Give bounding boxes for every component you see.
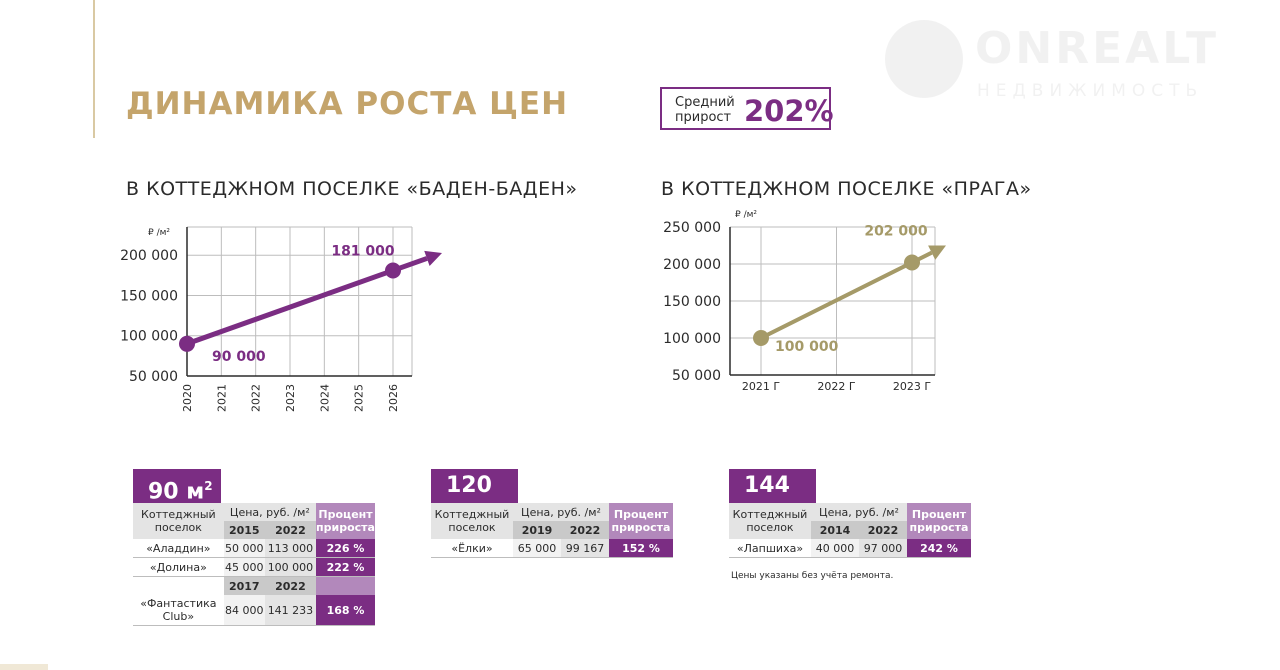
y-tick-label: 50 000 (129, 369, 178, 385)
x-tick-label: 2024 (318, 384, 331, 412)
data-point (753, 330, 769, 346)
y-tick-label: 100 000 (663, 331, 721, 347)
year-header: 2014 (811, 521, 859, 539)
area-tab: 120 м2 (431, 469, 518, 538)
row-name: «Аладдин» (133, 539, 224, 558)
table-row: «Долина» 45 000 100 000 222 % (133, 557, 375, 577)
price-note: Цены указаны без учёта ремонта. (731, 571, 894, 581)
watermark-logo: ONREALT НЕДВИЖИМОСТЬ (875, 15, 1255, 115)
row-value: 50 000 (223, 539, 265, 558)
year-header: 2015 (223, 521, 265, 539)
row-name: «Лапшиха» (729, 539, 811, 558)
y-tick-label: 250 000 (663, 220, 721, 236)
average-growth-box: Средний прирост 202% (660, 87, 834, 130)
area-label: 90 м (148, 479, 205, 505)
col-header-price: Цена, руб. /м² (513, 503, 609, 521)
row-pct: 152 % (609, 539, 673, 558)
unit-label: ₽ /м² (735, 210, 757, 220)
row-name: «Фантастика Club» (133, 595, 224, 626)
x-tick-label: 2023 (284, 384, 297, 412)
page-title: ДИНАМИКА РОСТА ЦЕН (126, 86, 569, 122)
x-tick-label: 2021 (215, 384, 228, 412)
year-header: 2022 (561, 521, 609, 539)
chart-baden-baden: 50 000 100 000 150 000 200 000 ₽ /м² 2020 2021… (120, 226, 442, 412)
corner-accent (0, 664, 48, 670)
y-tick-label: 200 000 (120, 248, 178, 264)
trend-line (760, 250, 933, 340)
x-tick-label: 2022 (250, 384, 263, 412)
row-pct: 168 % (316, 595, 375, 626)
row-pct: 226 % (316, 539, 375, 558)
y-tick-label: 200 000 (663, 257, 721, 273)
y-tick-label: 150 000 (663, 294, 721, 310)
row-value: 97 000 (859, 539, 907, 558)
data-label: 202 000 (864, 224, 928, 240)
year-header: 2022 (859, 521, 907, 539)
x-tick-label: 2021 Г (742, 380, 780, 393)
col-header-pct: Процент прироста (609, 503, 673, 539)
trend-arrowhead (928, 245, 946, 260)
x-tick-label: 2023 Г (893, 380, 931, 393)
house-icon (885, 20, 963, 98)
table-row: «Лапшиха» 40 000 97 000 242 % (729, 539, 971, 558)
data-point (904, 254, 920, 271)
price-table: Коттеджный поселок Цена, руб. /м² Процен… (729, 503, 971, 558)
average-growth-label-line2: прирост (675, 110, 732, 125)
data-label: 90 000 (212, 349, 266, 365)
col-header-name: Коттеджный поселок (729, 503, 811, 539)
accent-line (93, 0, 95, 138)
row-value: 113 000 (264, 539, 317, 558)
price-table: Коттеджный поселок Цена, руб. /м² Процен… (133, 503, 375, 626)
y-tick-label: 100 000 (120, 329, 178, 345)
average-growth-value: 202% (744, 94, 834, 128)
data-point (385, 262, 401, 279)
col-header-price: Цена, руб. /м² (811, 503, 907, 521)
area-tab: 144 м2 (729, 469, 816, 538)
table-row: «Ёлки» 65 000 99 167 152 % (431, 539, 673, 558)
year-header: 2017 (223, 576, 265, 595)
col-header-price: Цена, руб. /м² (223, 503, 317, 521)
x-tick-label: 2022 Г (817, 380, 855, 393)
col-header-name: Коттеджный поселок (431, 503, 513, 539)
row-value: 84 000 (223, 595, 265, 626)
data-label: 100 000 (775, 339, 839, 355)
chart-praga: 50 000 100 000 150 000 200 000 250 000 ₽ /м² 2… (663, 210, 946, 393)
average-growth-label-line1: Средний (675, 95, 735, 110)
y-tick-label: 150 000 (120, 288, 178, 304)
row-value: 141 233 (264, 595, 317, 626)
area-sup: 2 (204, 479, 213, 493)
trend-arrowhead (424, 250, 442, 266)
col-header-pct: Процент прироста (907, 503, 971, 539)
row-value: 65 000 (513, 539, 561, 558)
y-tick-label: 50 000 (672, 368, 721, 384)
data-label: 181 000 (331, 243, 395, 259)
row-name: «Ёлки» (431, 539, 513, 558)
row-pct: 242 % (907, 539, 971, 558)
area-tab: 90 м2 (133, 469, 221, 505)
year-header: 2022 (264, 521, 317, 539)
unit-label: ₽ /м² (148, 228, 170, 238)
row-value: 45 000 (223, 557, 265, 577)
table-row: «Аладдин» 50 000 113 000 226 % (133, 539, 375, 558)
chart-title-baden: В КОТТЕДЖНОМ ПОСЕЛКЕ «БАДЕН-БАДЕН» (126, 178, 578, 200)
year-header: 2022 (264, 576, 317, 595)
col-header-pct: Процент прироста (316, 503, 375, 539)
table-row: «Фантастика Club» 84 000 141 233 168 % (133, 595, 375, 626)
x-tick-label: 2020 (181, 384, 194, 412)
x-tick-label: 2026 (387, 384, 400, 412)
row-value: 99 167 (561, 539, 609, 558)
year-header: 2019 (513, 521, 561, 539)
row-name: «Долина» (133, 557, 224, 577)
price-table: Коттеджный поселок Цена, руб. /м² Процен… (431, 503, 673, 558)
logo-name: ONREALT (975, 23, 1219, 74)
row-value: 40 000 (811, 539, 859, 558)
logo-subtitle: НЕДВИЖИМОСТЬ (977, 81, 1204, 101)
average-growth-label: Средний прирост (675, 95, 745, 125)
data-point (179, 335, 195, 352)
col-header-name: Коттеджный поселок (133, 503, 224, 539)
row-pct: 222 % (316, 557, 375, 577)
chart-title-praga: В КОТТЕДЖНОМ ПОСЕЛКЕ «ПРАГА» (661, 178, 1032, 200)
row-value: 100 000 (264, 557, 317, 577)
x-tick-label: 2025 (353, 384, 366, 412)
